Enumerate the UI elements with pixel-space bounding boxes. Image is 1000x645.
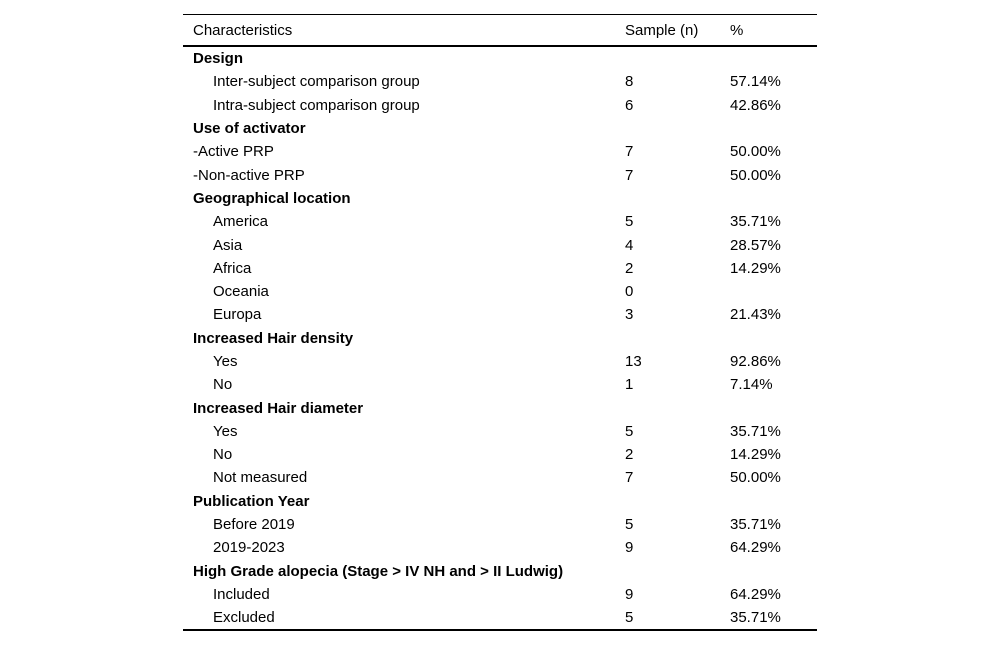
characteristics-table: Characteristics Sample (n) % Design Inter… [183, 14, 817, 632]
cell-pct: 28.57% [730, 236, 781, 254]
cell-sample: 13 [625, 353, 642, 370]
column-header-percent: % [730, 21, 744, 39]
cell-pct: 42.86% [730, 96, 781, 114]
cell-sample: 0 [625, 283, 634, 301]
table-row: Yes 13 92.86% [183, 350, 817, 373]
table-row: America 5 35.71% [183, 210, 817, 233]
cell-sample: 7 [625, 143, 634, 161]
table-row: Increased Hair density [183, 327, 817, 350]
table-header-row: Characteristics Sample (n) % [183, 14, 817, 47]
column-header-sample-n: Sample (n) [625, 21, 699, 39]
cell-label: Not measured [213, 469, 308, 487]
cell-sample: 5 [625, 422, 634, 440]
cell-label: No [213, 376, 233, 394]
cell-label: Intra-subject comparison group [213, 96, 420, 114]
table-row: No 1 7.14% [183, 373, 817, 396]
cell-sample: 7 [625, 166, 634, 184]
table-row: Included 9 64.29% [183, 583, 817, 606]
table-row: Inter-subject comparison group 8 57.14% [183, 70, 817, 93]
cell-label: Before 2019 [213, 516, 295, 534]
table-row: Increased Hair diameter [183, 396, 817, 419]
cell-pct: 57.14% [730, 73, 781, 91]
table-row: Not measured 7 50.00% [183, 466, 817, 489]
cell-pct: 14.29% [730, 259, 781, 277]
cell-label: Publication Year [193, 492, 310, 510]
cell-pct: 14.29% [730, 446, 781, 464]
table-row: Europa 3 21.43% [183, 303, 817, 326]
table-row: Publication Year [183, 490, 817, 513]
cell-label: America [213, 213, 269, 231]
cell-label: Geographical location [193, 189, 351, 207]
cell-pct: 35.71% [730, 609, 781, 627]
cell-label: Inter-subject comparison group [213, 73, 420, 91]
cell-pct: 50.00% [730, 166, 781, 184]
column-header-characteristics: Characteristics [193, 21, 293, 39]
cell-pct: 35.71% [730, 516, 781, 534]
cell-label: Included [213, 585, 270, 603]
cell-label: Increased Hair density [193, 329, 354, 347]
cell-sample: 2 [625, 259, 634, 277]
cell-pct: 35.71% [730, 422, 781, 440]
cell-pct: 92.86% [730, 353, 781, 370]
cell-pct: 64.29% [730, 585, 781, 603]
table-row: Geographical location [183, 187, 817, 210]
cell-pct: 35.71% [730, 213, 781, 231]
cell-label: Asia [213, 236, 243, 254]
cell-sample: 8 [625, 73, 634, 91]
cell-sample: 1 [625, 376, 634, 394]
table-body: Design Inter-subject comparison group 8 57.… [183, 47, 817, 632]
cell-sample: 9 [625, 539, 634, 557]
table-row: Yes 5 35.71% [183, 420, 817, 443]
cell-label: Design [193, 50, 244, 68]
table-row: Design [183, 47, 817, 70]
cell-label: Yes [213, 353, 238, 370]
cell-pct: 64.29% [730, 539, 781, 557]
cell-label: -Active PRP [193, 143, 274, 161]
cell-label: Use of activator [193, 120, 306, 138]
cell-label: -Non-active PRP [193, 166, 305, 184]
table-row: Africa 2 14.29% [183, 257, 817, 280]
cell-label: Yes [213, 422, 238, 440]
table-row: No 2 14.29% [183, 443, 817, 466]
cell-pct: 21.43% [730, 306, 781, 324]
table-row: Asia 4 28.57% [183, 233, 817, 256]
table-row: Oceania 0 [183, 280, 817, 303]
table-row: Intra-subject comparison group 6 42.86% [183, 94, 817, 117]
table-row: Excluded 5 35.71% [183, 606, 817, 629]
cell-label: Oceania [213, 283, 269, 301]
cell-pct: 50.00% [730, 469, 781, 487]
cell-label: No [213, 446, 233, 464]
cell-sample: 4 [625, 236, 634, 254]
cell-sample: 7 [625, 469, 634, 487]
cell-sample: 3 [625, 306, 634, 324]
cell-pct: 7.14% [730, 376, 773, 394]
cell-label: Increased Hair diameter [193, 399, 364, 417]
table-row: -Non-active PRP 7 50.00% [183, 163, 817, 186]
cell-pct: 50.00% [730, 143, 781, 161]
cell-label: Europa [213, 306, 262, 324]
cell-label: Africa [213, 259, 252, 277]
table-row: Use of activator [183, 117, 817, 140]
table-row: 2019-2023 9 64.29% [183, 536, 817, 559]
cell-label: 2019-2023 [213, 539, 285, 557]
cell-label: High Grade alopecia (Stage > IV NH and >… [193, 562, 564, 580]
cell-sample: 5 [625, 609, 634, 627]
cell-sample: 6 [625, 96, 634, 114]
cell-sample: 2 [625, 446, 634, 464]
cell-sample: 5 [625, 213, 634, 231]
cell-sample: 5 [625, 516, 634, 534]
table-row: High Grade alopecia (Stage > IV NH and >… [183, 560, 817, 583]
table-row: -Active PRP 7 50.00% [183, 140, 817, 163]
table-row: Before 2019 5 35.71% [183, 513, 817, 536]
cell-sample: 9 [625, 585, 634, 603]
cell-label: Excluded [213, 609, 275, 627]
